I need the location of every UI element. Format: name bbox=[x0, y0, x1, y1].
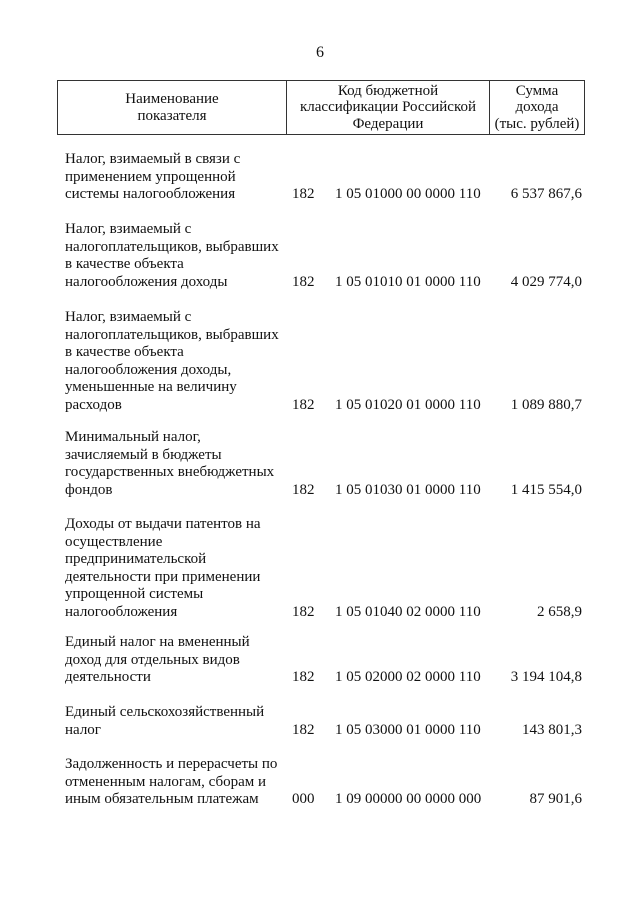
table-row: Налог, взимаемый в связи с применением у… bbox=[65, 151, 585, 204]
row-name: Доходы от выдачи патентов на осуществлен… bbox=[65, 516, 261, 620]
row-amount: 1 415 554,0 bbox=[510, 481, 582, 498]
row-budget-code: 1 05 01030 01 0000 110 bbox=[335, 481, 481, 498]
row-amount: 143 801,3 bbox=[522, 721, 582, 738]
table-row: Единый сельскохозяйственный налог 182 1 05… bbox=[65, 704, 585, 739]
row-budget-code: 1 05 01040 02 0000 110 bbox=[335, 603, 481, 620]
row-amount: 1 089 880,7 bbox=[510, 396, 582, 413]
row-budget-code: 1 05 02000 02 0000 110 bbox=[335, 669, 481, 685]
row-admin-code: 182 bbox=[292, 186, 315, 202]
table-row: Задолженность и перерасчеты по отмененны… bbox=[65, 756, 585, 809]
row-budget-code: 1 09 00000 00 0000 000 bbox=[335, 791, 482, 807]
row-budget-code: 1 05 01000 00 0000 110 bbox=[335, 186, 481, 202]
row-amount: 4 029 774,0 bbox=[510, 273, 582, 290]
header-amount: Сумма дохода (тыс. рублей) bbox=[494, 82, 580, 132]
row-name: Единый сельскохозяйственный налог bbox=[65, 704, 265, 738]
row-admin-code: 182 bbox=[292, 481, 315, 498]
table-row: Единый налог на вмененный доход для отде… bbox=[65, 634, 585, 687]
row-admin-code: 182 bbox=[292, 396, 315, 413]
row-budget-code: 1 05 01020 01 0000 110 bbox=[335, 396, 481, 413]
row-admin-code: 000 bbox=[292, 791, 315, 807]
row-name: Налог, взимаемый в связи с применением у… bbox=[65, 151, 241, 202]
header-code: Код бюджетной классификации Российской Ф… bbox=[287, 81, 490, 134]
row-amount: 3 194 104,8 bbox=[510, 669, 582, 685]
table-row: Минимальный налог, зачисляемый в бюджеты… bbox=[65, 429, 585, 499]
header-name: Наименование показателя bbox=[58, 81, 287, 134]
row-admin-code: 182 bbox=[292, 721, 315, 738]
table-row: Доходы от выдачи патентов на осуществлен… bbox=[65, 516, 585, 621]
row-name: Налог, взимаемый с налогоплательщиков, в… bbox=[65, 221, 279, 290]
row-name: Единый налог на вмененный доход для отде… bbox=[65, 634, 250, 685]
row-name: Налог, взимаемый с налогоплательщиков, в… bbox=[65, 309, 279, 413]
row-amount: 87 901,6 bbox=[529, 791, 583, 807]
table-row: Налог, взимаемый с налогоплательщиков, в… bbox=[65, 309, 585, 414]
table-row: Налог, взимаемый с налогоплательщиков, в… bbox=[65, 221, 585, 291]
row-admin-code: 182 bbox=[292, 603, 315, 620]
row-budget-code: 1 05 03000 01 0000 110 bbox=[335, 721, 481, 738]
row-amount: 2 658,9 bbox=[537, 603, 582, 620]
table-header: Наименование показателя Код бюджетной кл… bbox=[57, 80, 585, 135]
row-admin-code: 182 bbox=[292, 669, 315, 685]
row-name: Минимальный налог, зачисляемый в бюджеты… bbox=[65, 429, 275, 498]
row-name: Задолженность и перерасчеты по отмененны… bbox=[65, 756, 278, 807]
row-amount: 6 537 867,6 bbox=[510, 186, 582, 202]
row-admin-code: 182 bbox=[292, 273, 315, 290]
page-number: 6 bbox=[316, 44, 324, 61]
row-budget-code: 1 05 01010 01 0000 110 bbox=[335, 273, 481, 290]
